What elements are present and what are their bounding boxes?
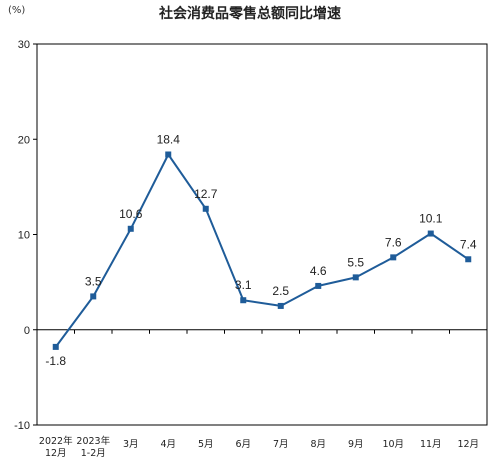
series-markers xyxy=(52,151,472,350)
data-label: 5.5 xyxy=(347,255,364,269)
x-tick-label: 3月 xyxy=(123,439,139,450)
x-tick-label: 2023年 xyxy=(76,435,110,447)
chart-title: 社会消费品零售总额同比增速 xyxy=(158,5,341,22)
x-tick-label: 10月 xyxy=(382,439,404,450)
data-point xyxy=(277,302,284,309)
data-label: 18.4 xyxy=(157,132,181,146)
data-label: 2.5 xyxy=(272,284,289,298)
x-tick-label: 12月 xyxy=(457,439,479,450)
x-tick-label: 11月 xyxy=(420,439,442,450)
y-tick-label: 30 xyxy=(18,39,30,51)
x-tick-label: 7月 xyxy=(273,439,289,450)
data-label: 4.6 xyxy=(310,264,327,278)
data-point xyxy=(165,151,172,158)
data-point xyxy=(202,205,209,212)
data-point xyxy=(52,343,59,350)
x-tick-label: 9月 xyxy=(348,439,364,450)
data-label: 7.4 xyxy=(460,237,477,251)
y-tick-label: 0 xyxy=(24,325,30,337)
data-label: 10.6 xyxy=(119,207,143,221)
data-label: 3.1 xyxy=(235,278,252,292)
x-tick-label: 4月 xyxy=(160,439,176,450)
y-tick-label: 10 xyxy=(18,230,30,242)
data-labels: -1.8 3.5 10.6 18.4 12.7 3.1 2.5 4.6 5.5 7.6 10.1 7.… xyxy=(45,132,477,367)
series-polyline xyxy=(54,153,469,348)
data-label: 10.1 xyxy=(419,212,443,226)
y-tick-labels: -10 0 10 20 30 xyxy=(14,39,37,432)
y-tick-label: 20 xyxy=(18,134,30,146)
data-point xyxy=(127,225,134,232)
data-label: 12.7 xyxy=(194,187,218,201)
x-tick-label: 1-2月 xyxy=(81,448,106,459)
x-tick-label: 12月 xyxy=(45,448,67,459)
y-axis-unit: (%) xyxy=(8,5,25,16)
data-point xyxy=(352,274,359,281)
y-tick-label: -10 xyxy=(14,420,30,432)
data-label: 7.6 xyxy=(385,235,402,249)
data-label: -1.8 xyxy=(45,354,66,368)
plot-frame xyxy=(36,43,488,426)
data-point xyxy=(240,297,247,304)
data-point xyxy=(90,293,97,300)
data-point xyxy=(390,254,397,261)
series-line xyxy=(54,153,469,348)
x-tick-label: 6月 xyxy=(235,439,251,450)
x-tick-label: 5月 xyxy=(198,439,214,450)
data-label: 3.5 xyxy=(85,274,102,288)
x-tick-label: 8月 xyxy=(310,439,326,450)
axes xyxy=(36,43,488,426)
x-tick-label: 2022年 xyxy=(39,435,73,447)
data-point xyxy=(427,230,434,237)
data-point xyxy=(465,256,472,263)
data-point xyxy=(315,282,322,289)
